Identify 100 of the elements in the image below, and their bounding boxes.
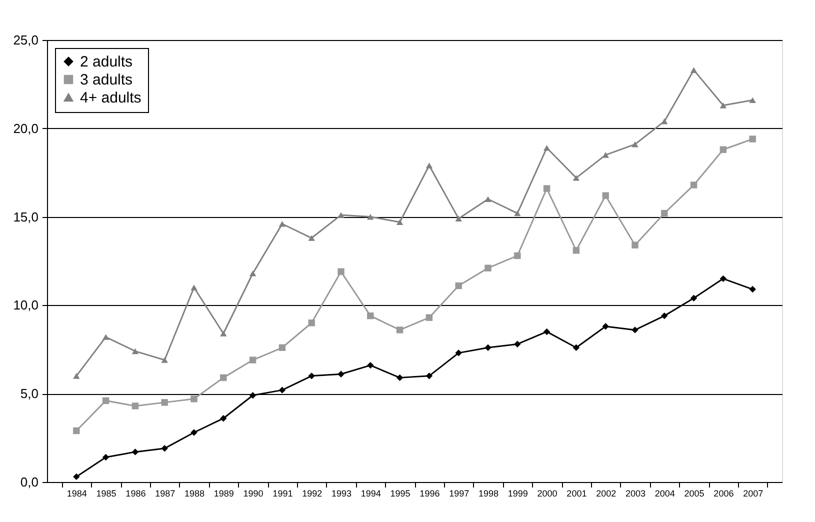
point [690, 182, 698, 188]
x-tick-label: 2001 [566, 488, 587, 498]
point [132, 402, 139, 410]
legend-label: 2 adults [80, 54, 133, 70]
point [484, 196, 492, 202]
point [190, 284, 198, 290]
point [132, 448, 139, 456]
point [338, 268, 344, 275]
point [396, 326, 404, 334]
point [426, 162, 433, 168]
point [278, 386, 286, 394]
point [102, 397, 110, 404]
y-tick-label: 10,0 [13, 298, 38, 313]
point [249, 356, 256, 364]
point [543, 185, 550, 192]
x-tick-label: 1995 [390, 488, 410, 498]
point [161, 445, 168, 452]
x-tick-label: 1986 [126, 488, 146, 498]
point [102, 334, 110, 340]
point [249, 270, 256, 276]
point [455, 216, 462, 222]
point [749, 136, 756, 142]
point [367, 214, 374, 220]
y-tick-label: 5,0 [20, 386, 38, 402]
point [190, 429, 198, 436]
point [661, 210, 668, 217]
point [632, 141, 638, 148]
point [73, 373, 80, 379]
point [455, 282, 462, 290]
point [749, 97, 756, 104]
point [602, 323, 609, 330]
x-tick-label: 1984 [66, 488, 87, 498]
x-tick-label: 2007 [743, 488, 764, 498]
x-tick-label: 1996 [420, 488, 440, 498]
point [249, 392, 256, 399]
point [190, 396, 198, 402]
x-tick-label: 1992 [302, 488, 322, 498]
point [514, 210, 521, 216]
point [132, 348, 139, 354]
x-tick-label: 1998 [478, 488, 499, 498]
legend-label: 3 adults [80, 72, 133, 88]
point [161, 399, 168, 406]
point [602, 192, 609, 199]
point [73, 427, 80, 434]
y-tick-label: 20,0 [13, 120, 38, 136]
point [602, 152, 609, 158]
point [278, 220, 286, 227]
x-tick-label: 1987 [155, 488, 176, 498]
point [749, 286, 756, 293]
point [426, 372, 433, 380]
y-tick-label: 0,0 [20, 474, 38, 490]
point [514, 340, 521, 348]
x-tick-label: 2000 [537, 488, 558, 498]
point [720, 102, 727, 108]
x-tick-label: 1990 [243, 488, 264, 498]
point [514, 252, 521, 260]
point [161, 357, 168, 363]
point [73, 473, 80, 480]
point [661, 118, 668, 124]
point [220, 330, 227, 336]
point [484, 344, 492, 351]
point [543, 328, 550, 336]
x-tick-label: 1994 [360, 488, 381, 498]
point [367, 362, 374, 369]
point [455, 350, 462, 356]
point [632, 326, 638, 334]
point [661, 312, 668, 320]
point [102, 454, 110, 461]
point [632, 242, 638, 248]
x-tick-label: 1988 [184, 488, 205, 498]
x-tick-label: 2005 [684, 488, 704, 498]
x-tick-label: 2006 [714, 488, 734, 498]
y-tick-label: 25,0 [13, 32, 38, 48]
point [278, 344, 286, 351]
point [220, 374, 227, 382]
point [572, 175, 580, 181]
point [426, 314, 433, 321]
point [720, 275, 727, 282]
point [308, 320, 315, 326]
y-tick-label: 15,0 [13, 209, 38, 224]
x-tick-label: 2002 [596, 488, 616, 498]
point [308, 235, 315, 241]
point [720, 146, 727, 153]
point [543, 144, 550, 151]
point [484, 264, 492, 272]
point [572, 247, 580, 254]
point [690, 67, 698, 73]
point [396, 374, 404, 382]
x-tick-label: 2003 [625, 488, 646, 498]
point [220, 415, 227, 422]
x-tick-label: 1989 [214, 488, 234, 498]
point [367, 312, 374, 320]
x-tick-label: 1999 [508, 488, 528, 498]
x-tick-label: 1993 [331, 488, 352, 498]
point [338, 212, 344, 218]
x-tick-label: 1985 [96, 488, 116, 498]
point [338, 370, 344, 378]
point [690, 294, 698, 302]
x-tick-label: 1991 [272, 488, 293, 498]
point [396, 219, 404, 226]
